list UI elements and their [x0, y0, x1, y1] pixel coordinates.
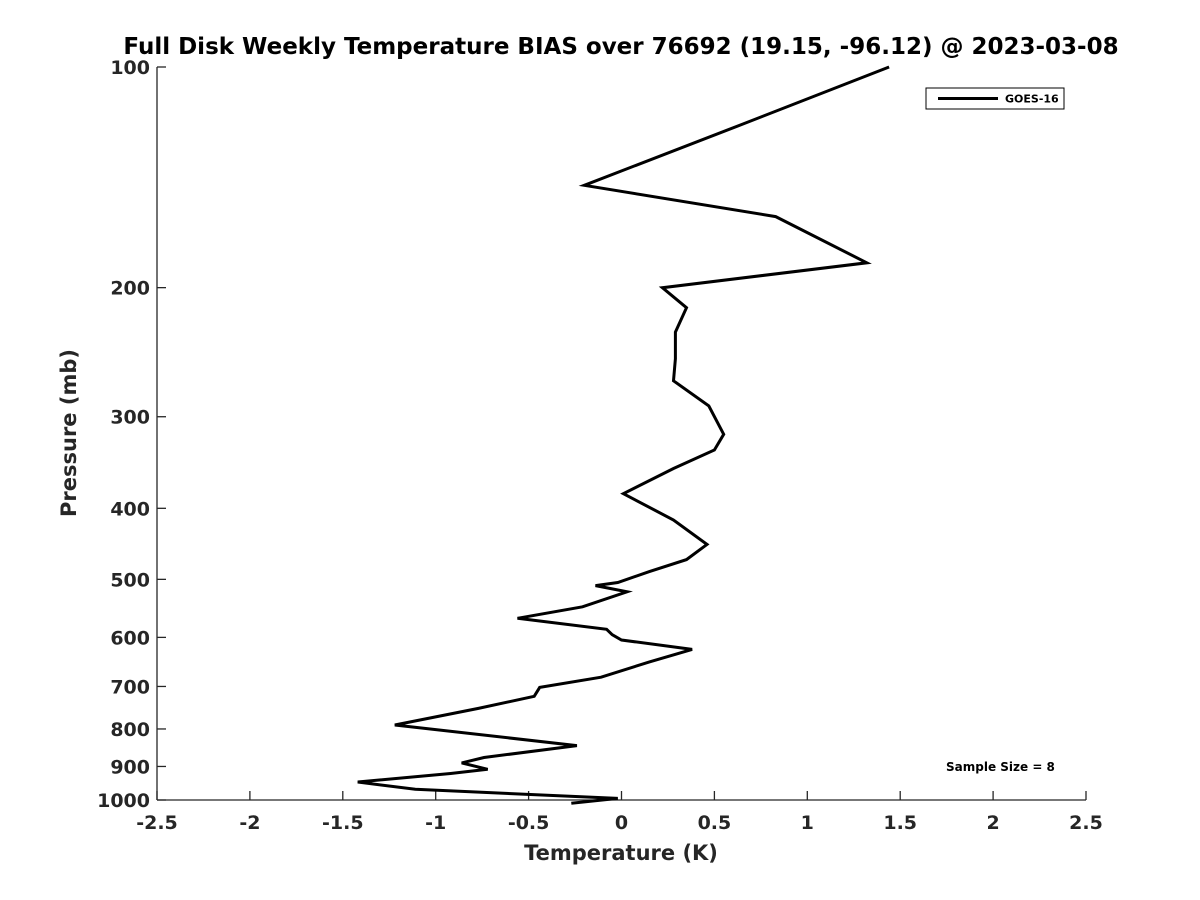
x-axis-label: Temperature (K): [524, 841, 718, 865]
y-tick-label: 100: [110, 57, 150, 79]
y-tick-label: 800: [110, 719, 150, 741]
x-tick-label: 0.5: [698, 812, 732, 834]
legend: GOES-16: [925, 87, 1065, 110]
x-tick-label: 2.5: [1069, 812, 1103, 834]
y-tick-label: 400: [110, 498, 150, 520]
y-axis-ticks: 100 200 300 400 500 600 700 800 900 1000: [97, 57, 166, 812]
series-layer: [357, 65, 890, 805]
series-line-goes-16: [357, 65, 890, 805]
y-tick-label: 1000: [97, 790, 150, 812]
y-tick-label: 300: [110, 407, 150, 429]
x-tick-label: -1.5: [322, 812, 364, 834]
x-axis-ticks: -2.5 -2 -1.5 -1 -0.5 0 0.5 1 1.5 2 2.5: [136, 791, 1103, 834]
y-tick-label: 700: [110, 676, 150, 698]
x-tick-label: -2: [239, 812, 260, 834]
y-tick-label: 600: [110, 627, 150, 649]
x-tick-label: 0: [615, 812, 628, 834]
x-tick-label: 1.5: [883, 812, 917, 834]
x-tick-label: -2.5: [136, 812, 178, 834]
y-tick-label: 900: [110, 756, 150, 778]
x-tick-label: 1: [801, 812, 814, 834]
y-axis-label: Pressure (mb): [57, 349, 81, 517]
x-tick-label: 2: [986, 812, 999, 834]
x-tick-label: -1: [425, 812, 446, 834]
y-tick-label: 500: [110, 569, 150, 591]
y-tick-label: 200: [110, 278, 150, 300]
x-tick-label: -0.5: [508, 812, 550, 834]
sample-size-annotation: Sample Size = 8: [946, 760, 1055, 774]
chart-title: Full Disk Weekly Temperature BIAS over 7…: [123, 34, 1118, 60]
legend-label-goes-16: GOES-16: [1005, 93, 1059, 106]
